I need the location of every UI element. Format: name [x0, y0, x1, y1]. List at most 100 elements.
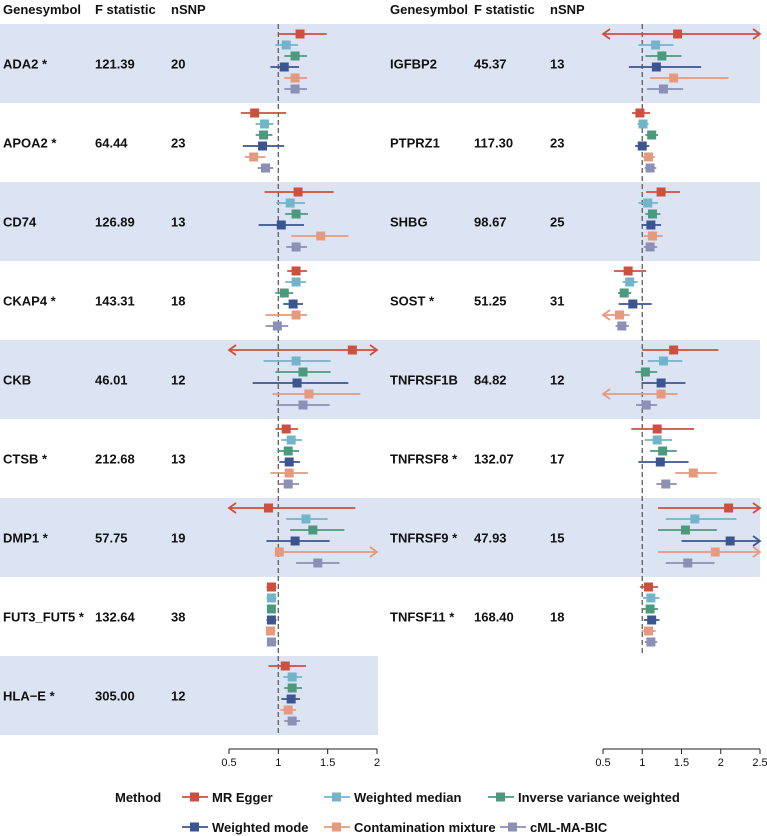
estimate-point: [272, 321, 282, 331]
estimate-point: [260, 119, 270, 129]
gene-label: TNFRSF8 *: [390, 452, 458, 467]
f-statistic-value: 132.64: [95, 610, 136, 625]
estimate-point: [266, 604, 276, 614]
nsnp-value: 15: [550, 531, 564, 546]
estimate-point: [643, 198, 653, 208]
gene-label: HLA−E *: [3, 689, 56, 704]
estimate-point: [644, 626, 654, 636]
estimate-point: [645, 242, 655, 252]
nsnp-value: 19: [171, 531, 185, 546]
f-statistic-value: 84.82: [474, 373, 507, 388]
estimate-point: [625, 277, 635, 287]
estimate-point: [291, 266, 301, 276]
estimate-point: [266, 615, 276, 625]
estimate-point: [637, 141, 647, 151]
estimate-point: [646, 637, 656, 647]
f-statistic-value: 98.67: [474, 215, 507, 230]
estimate-point: [266, 593, 276, 603]
row-band: [0, 656, 378, 735]
f-statistic-value: 47.93: [474, 531, 507, 546]
estimate-point: [638, 119, 648, 129]
x-tick-label: 2: [718, 757, 724, 769]
estimate-point: [710, 547, 720, 557]
estimate-point: [292, 378, 302, 388]
estimate-point: [645, 604, 655, 614]
f-statistic-value: 126.89: [95, 215, 135, 230]
ci-arrow-right: [369, 546, 379, 558]
estimate-point: [286, 694, 296, 704]
estimate-point: [265, 626, 275, 636]
estimate-point: [641, 400, 651, 410]
nsnp-value: 23: [171, 136, 185, 151]
gene-label: TNFRSF9 *: [390, 531, 458, 546]
f-statistic-value: 305.00: [95, 689, 135, 704]
estimate-point: [614, 310, 624, 320]
estimate-point: [261, 163, 271, 173]
x-tick-label: 0.5: [221, 757, 236, 769]
row-band: [378, 24, 760, 103]
x-tick-label: 2: [374, 757, 380, 769]
estimate-point: [725, 536, 735, 546]
f-statistic-value: 57.75: [95, 531, 128, 546]
ci-arrow-right: [752, 502, 762, 514]
f-statistic-value: 45.37: [474, 57, 507, 72]
row-band: [0, 182, 378, 261]
estimate-point: [266, 582, 276, 592]
estimate-point: [617, 321, 627, 331]
f-statistic-value: 51.25: [474, 294, 507, 309]
estimate-point: [293, 187, 303, 197]
gene-label: CKAP4 *: [3, 294, 57, 309]
estimate-point: [619, 288, 629, 298]
legend-label: MR Egger: [212, 790, 273, 805]
estimate-point: [298, 367, 308, 377]
estimate-point: [652, 435, 662, 445]
legend-title: Method: [115, 790, 161, 805]
x-tick-label: 1: [639, 757, 645, 769]
estimate-point: [347, 345, 357, 355]
nsnp-value: 18: [171, 294, 185, 309]
estimate-point: [283, 479, 293, 489]
ci-arrow-right: [369, 344, 379, 356]
nsnp-value: 20: [171, 57, 185, 72]
estimate-point: [290, 84, 300, 94]
estimate-point: [658, 356, 668, 366]
estimate-point: [313, 558, 323, 568]
estimate-point: [298, 400, 308, 410]
estimate-point: [647, 209, 657, 219]
estimate-point: [304, 389, 314, 399]
ci-arrow-right: [752, 535, 762, 547]
estimate-point: [284, 457, 294, 467]
ci-arrow-left: [601, 388, 611, 400]
estimate-point: [657, 51, 667, 61]
estimate-point: [287, 716, 297, 726]
estimate-point: [646, 593, 656, 603]
header-nsnp: nSNP: [550, 2, 585, 17]
estimate-point: [661, 479, 671, 489]
legend-swatch: [332, 792, 341, 802]
estimate-point: [279, 62, 289, 72]
estimate-point: [652, 424, 662, 434]
estimate-point: [658, 84, 668, 94]
estimate-point: [655, 457, 665, 467]
legend-label: Weighted mode: [212, 820, 309, 835]
legend-swatch: [332, 822, 341, 832]
estimate-point: [683, 558, 693, 568]
nsnp-value: 13: [550, 57, 564, 72]
estimate-point: [628, 299, 638, 309]
f-statistic-value: 117.30: [474, 136, 513, 151]
f-statistic-value: 212.68: [95, 452, 135, 467]
row-band: [378, 182, 760, 261]
nsnp-value: 17: [550, 452, 564, 467]
x-tick-label: 2.5: [752, 757, 767, 769]
estimate-point: [263, 503, 273, 513]
estimate-point: [285, 198, 295, 208]
estimate-point: [316, 231, 326, 241]
row-band: [0, 340, 378, 419]
gene-label: CD74: [3, 215, 37, 230]
legend-swatch: [496, 792, 505, 802]
header-f-statistic: F statistic: [95, 2, 156, 17]
estimate-point: [688, 468, 698, 478]
estimate-point: [287, 683, 297, 693]
estimate-point: [290, 51, 300, 61]
